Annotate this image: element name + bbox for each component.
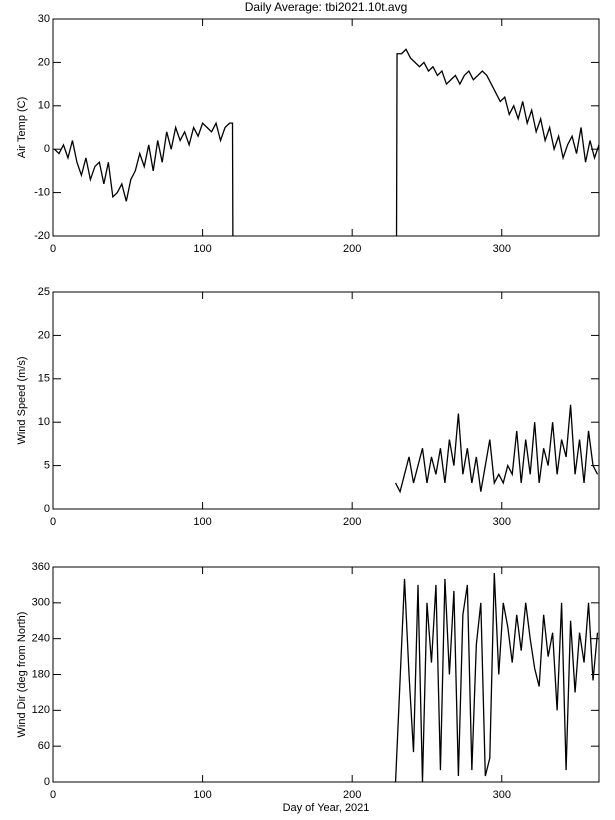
y-tick-label: 60 (38, 740, 50, 752)
x-tick-label: 100 (193, 789, 211, 801)
y-tick-label: 0 (44, 503, 50, 515)
x-tick-label: 200 (343, 789, 361, 801)
data-line (54, 48, 599, 236)
y-tick-label: 10 (38, 100, 50, 112)
y-tick-label: -20 (34, 230, 50, 242)
x-tick-label: 200 (343, 516, 361, 528)
y-axis-label: Wind Speed (m/s) (16, 356, 28, 444)
y-tick-label: 240 (32, 633, 50, 645)
y-tick-label: 30 (38, 13, 50, 25)
plot-frame (52, 18, 600, 237)
y-tick-label: 25 (38, 286, 50, 298)
x-tick-label: 0 (50, 516, 56, 528)
y-tick-label: 10 (38, 416, 50, 428)
y-tick-label: 360 (32, 561, 50, 573)
y-tick-label: 0 (44, 143, 50, 155)
x-tick-label: 300 (493, 243, 511, 255)
y-tick-label: 0 (44, 776, 50, 788)
y-tick-label: 120 (32, 704, 50, 716)
data-line (394, 572, 599, 782)
x-tick-label: 200 (343, 243, 361, 255)
y-tick-label: 5 (44, 460, 50, 472)
y-tick-label: -10 (34, 187, 50, 199)
x-tick-label: 300 (493, 789, 511, 801)
x-axis-label: Day of Year, 2021 (283, 802, 370, 814)
plot-frame (52, 291, 600, 510)
x-tick-label: 0 (50, 243, 56, 255)
y-tick-label: 180 (32, 668, 50, 680)
plot-frame (52, 566, 600, 783)
y-axis-label: Wind Dir (deg from North) (16, 612, 28, 738)
y-tick-label: 15 (38, 373, 50, 385)
y-tick-label: 300 (32, 597, 50, 609)
y-tick-label: 20 (38, 56, 50, 68)
x-tick-label: 300 (493, 516, 511, 528)
x-tick-label: 100 (193, 516, 211, 528)
x-tick-label: 0 (50, 789, 56, 801)
y-axis-label: Air Temp (C) (16, 97, 28, 159)
data-line (394, 404, 599, 494)
x-tick-label: 100 (193, 243, 211, 255)
chart-title: Daily Average: tbi2021.10t.avg (245, 0, 408, 14)
y-tick-label: 20 (38, 329, 50, 341)
